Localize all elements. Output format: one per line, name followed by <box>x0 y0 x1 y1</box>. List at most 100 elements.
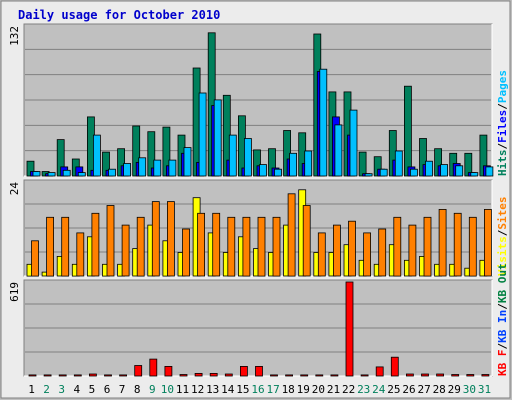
x-tick-label-day-6: 6 <box>104 383 111 396</box>
x-tick-label-day-23: 23 <box>357 383 370 396</box>
bar-kb-f-day-23 <box>360 374 369 377</box>
bar-pages-day-1 <box>32 171 41 177</box>
bar-pages-day-22 <box>349 109 358 177</box>
bar-sites-day-2 <box>46 216 54 277</box>
bar-kb-f-day-13 <box>209 372 218 377</box>
legend-entry: Files <box>496 110 509 143</box>
bar-pages-day-3 <box>62 169 71 177</box>
x-tick-label-day-7: 7 <box>119 383 126 396</box>
bar-kb-f-day-25 <box>390 356 399 377</box>
bar-hits-day-23 <box>358 151 367 177</box>
legend-entry: / <box>496 343 509 350</box>
bar-sites-day-3 <box>61 216 70 277</box>
bar-pages-day-25 <box>394 150 403 177</box>
x-tick-label-day-21: 21 <box>327 383 340 396</box>
bar-kb-f-day-19 <box>300 374 309 377</box>
x-tick-label-day-1: 1 <box>28 383 35 396</box>
x-tick-label-day-16: 16 <box>251 383 264 396</box>
bar-pages-day-17 <box>274 168 282 177</box>
x-tick-label-day-15: 15 <box>236 383 249 396</box>
x-tick-label-day-18: 18 <box>282 383 295 396</box>
bar-sites-day-27 <box>423 216 432 277</box>
x-tick-label-day-3: 3 <box>58 383 65 396</box>
bars-kbytes <box>28 281 490 377</box>
x-tick-label-day-9: 9 <box>149 383 156 396</box>
x-tick-label-day-4: 4 <box>73 383 80 396</box>
bar-pages-day-18 <box>289 152 298 177</box>
bar-kb-f-day-27 <box>421 373 429 377</box>
bar-sites-day-19 <box>302 205 311 277</box>
bar-pages-day-12 <box>198 92 207 177</box>
bar-sites-day-9 <box>151 201 160 277</box>
panel-visits-sites: 24 Visits/Sites <box>8 179 509 277</box>
x-tick-label-day-19: 19 <box>297 383 310 396</box>
bar-pages-day-24 <box>379 168 388 177</box>
bar-kb-f-day-12 <box>194 372 203 377</box>
x-tick-label-day-12: 12 <box>191 383 204 396</box>
legend-entry: Sites <box>496 197 509 230</box>
x-tick-label-day-28: 28 <box>433 383 446 396</box>
bars-hits-files-pages <box>26 32 494 177</box>
bar-kb-f-day-15 <box>239 365 248 377</box>
legend: KB F/KB In/KB Out <box>496 263 509 376</box>
legend: Hits/Files/Pages <box>496 70 509 176</box>
legend-entry: Visits <box>496 236 509 276</box>
bar-pages-day-13 <box>213 99 222 177</box>
legend-entry: KB F <box>496 350 509 377</box>
x-tick-label-day-5: 5 <box>89 383 96 396</box>
bar-sites-day-4 <box>76 232 85 277</box>
bar-sites-day-20 <box>317 232 326 277</box>
bar-pages-day-4 <box>77 172 86 177</box>
bar-pages-day-11 <box>183 147 192 177</box>
bar-sites-day-14 <box>227 216 236 277</box>
x-tick-label-day-17: 17 <box>266 383 279 396</box>
bar-kb-f-day-8 <box>134 365 143 377</box>
legend-entry: Hits <box>496 150 509 177</box>
x-tick-label-day-24: 24 <box>372 383 386 396</box>
bar-pages-day-21 <box>334 124 343 177</box>
bar-sites-day-5 <box>91 212 100 277</box>
bar-pages-day-30 <box>470 172 479 177</box>
x-tick-label-day-22: 22 <box>342 383 355 396</box>
y-axis-max-label: 619 <box>8 282 21 302</box>
bar-kb-f-day-7 <box>119 374 127 377</box>
x-tick-label-day-13: 13 <box>206 383 219 396</box>
bar-pages-day-6 <box>108 168 116 177</box>
x-tick-label-day-29: 29 <box>448 383 461 396</box>
bar-kb-f-day-18 <box>285 374 294 377</box>
bar-sites-day-25 <box>393 216 402 277</box>
y-axis-max-label: 24 <box>8 182 21 196</box>
bar-sites-day-26 <box>408 224 417 277</box>
bar-sites-day-7 <box>121 224 130 277</box>
legend-entry: / <box>496 143 509 150</box>
bar-pages-day-10 <box>168 159 177 177</box>
legend-entry: Pages <box>496 70 509 103</box>
bar-pages-day-31 <box>485 166 494 177</box>
bar-sites-day-16 <box>257 216 266 277</box>
bar-kb-f-day-22 <box>345 281 354 377</box>
bar-pages-day-8 <box>138 157 147 177</box>
bar-kb-f-day-31 <box>481 374 490 377</box>
bar-kb-f-day-5 <box>89 373 97 377</box>
bar-kb-f-day-30 <box>466 374 475 377</box>
legend-entry: KB Out <box>496 263 509 303</box>
bar-kb-f-day-10 <box>164 365 173 377</box>
x-tick-label-day-14: 14 <box>221 383 235 396</box>
bar-sites-day-22 <box>348 220 356 277</box>
x-tick-label-day-2: 2 <box>43 383 50 396</box>
bar-pages-day-16 <box>259 164 267 177</box>
x-tick-label-day-27: 27 <box>417 383 430 396</box>
bar-kb-f-day-14 <box>224 373 233 377</box>
bar-sites-day-28 <box>438 208 447 277</box>
y-axis-max-label: 132 <box>8 26 21 46</box>
bar-pages-day-2 <box>47 172 56 177</box>
bar-kb-f-day-6 <box>104 374 112 377</box>
x-tick-label-day-31: 31 <box>478 383 491 396</box>
bar-pages-day-15 <box>243 138 252 177</box>
bar-pages-day-29 <box>455 165 464 177</box>
legend-entry: / <box>496 103 509 110</box>
bar-sites-day-30 <box>468 216 477 277</box>
bar-kb-f-day-9 <box>149 358 158 377</box>
